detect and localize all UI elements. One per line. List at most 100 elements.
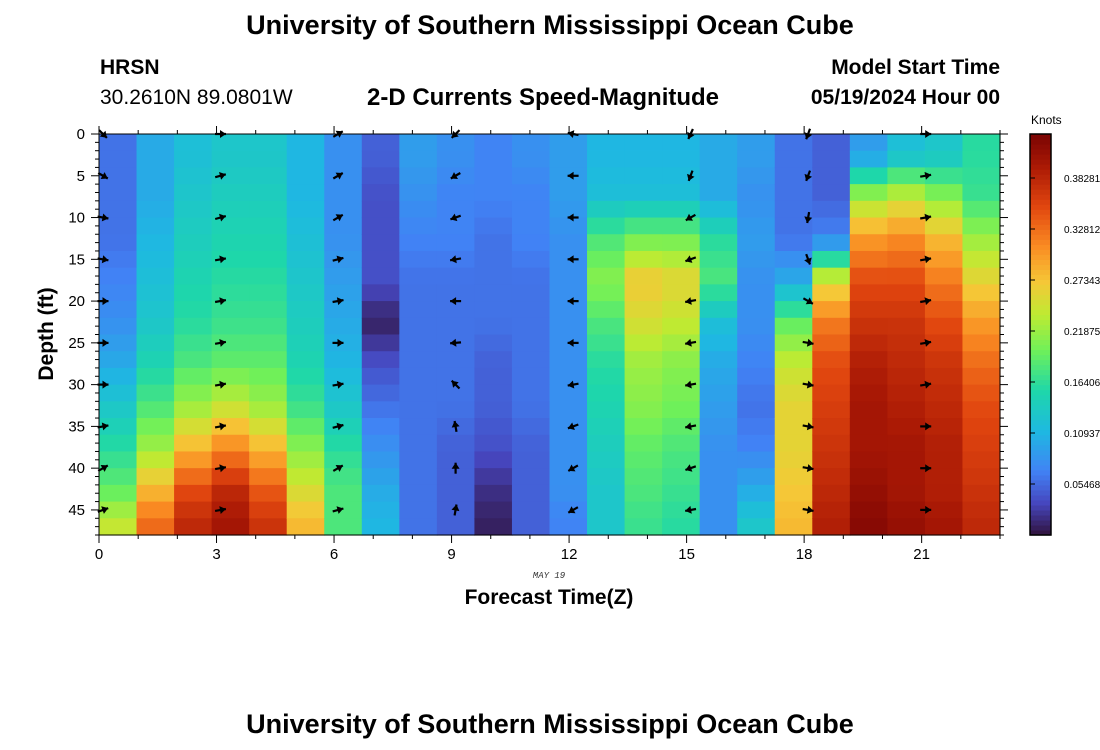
colorbar-segment — [1030, 189, 1051, 195]
current-arrow — [567, 506, 579, 514]
heatmap-cell — [324, 351, 363, 369]
current-arrow — [214, 422, 227, 431]
heatmap-cell — [587, 317, 626, 336]
heatmap-cell — [474, 351, 513, 369]
heatmap-cell — [849, 184, 888, 202]
heatmap-cell — [962, 317, 1001, 336]
heatmap-cell — [699, 451, 738, 469]
heatmap-cell — [549, 367, 588, 386]
heatmap-cell — [511, 451, 551, 469]
colorbar-segment — [1030, 464, 1051, 471]
x-tick-label: 6 — [330, 546, 338, 563]
heatmap-cell — [624, 150, 663, 169]
heatmap-cell — [99, 468, 138, 486]
heatmap-cell — [737, 367, 776, 386]
heatmap-cell — [324, 401, 363, 419]
heatmap-cell — [511, 384, 551, 402]
heatmap-cell — [924, 501, 964, 519]
heatmap-cell — [549, 418, 588, 436]
current-arrow — [802, 422, 814, 431]
heatmap-cell — [174, 250, 213, 269]
heatmap-cell — [587, 518, 626, 536]
heatmap-cell — [924, 184, 964, 202]
heatmap-cell — [662, 150, 701, 169]
heatmap-cell — [436, 150, 476, 169]
heatmap-cell — [436, 484, 476, 503]
heatmap-cell — [174, 501, 213, 519]
heatmap-cell — [924, 167, 964, 185]
heatmap-cell — [737, 434, 776, 453]
heatmap-cell — [99, 200, 138, 219]
heatmap-cell — [361, 518, 400, 536]
heatmap-cell — [624, 468, 663, 486]
current-arrow — [802, 505, 814, 514]
heatmap-cell — [624, 451, 663, 469]
heatmap-cell — [324, 418, 363, 436]
heatmap-cell — [99, 418, 138, 436]
heatmap-cell — [474, 468, 513, 486]
heatmap-cell — [587, 217, 626, 235]
heatmap-cell — [887, 434, 926, 453]
heatmap-cell — [662, 250, 701, 269]
current-arrow — [567, 464, 579, 472]
heatmap-cell — [962, 167, 1001, 185]
heatmap-cell — [324, 484, 363, 503]
heatmap-cell — [699, 267, 738, 285]
heatmap-cell — [286, 134, 325, 152]
heatmap-cell — [474, 134, 513, 152]
colorbar-segment — [1030, 229, 1051, 235]
x-tick-label: 12 — [561, 546, 578, 563]
heatmap-cell — [662, 501, 701, 519]
colorbar-segment — [1030, 434, 1051, 441]
heatmap-cell — [399, 217, 438, 235]
colorbar-segment — [1030, 164, 1051, 170]
heatmap-cell — [887, 501, 926, 519]
heatmap-cell — [849, 317, 888, 336]
heatmap-cell — [474, 484, 513, 503]
heatmap-cell — [662, 167, 701, 185]
heatmap-cell — [436, 267, 476, 285]
heatmap-cell — [99, 367, 138, 386]
current-arrow — [920, 380, 932, 389]
heatmap-cell — [361, 351, 400, 369]
colorbar-segment — [1030, 279, 1051, 285]
heatmap-cell — [587, 134, 626, 152]
y-tick-label: 40 — [68, 460, 85, 477]
heatmap-cell — [136, 484, 175, 503]
colorbar-segment — [1030, 419, 1051, 426]
current-arrow — [685, 338, 697, 347]
heatmap-cell — [136, 134, 175, 152]
colorbar-segment — [1030, 209, 1051, 215]
heatmap-cell — [286, 217, 325, 235]
colorbar-segment — [1030, 169, 1051, 175]
heatmap-cell — [361, 334, 400, 352]
heatmap-cell — [924, 434, 964, 453]
heatmap-cell — [211, 317, 250, 336]
heatmap-cell — [211, 184, 250, 202]
heatmap-cell — [511, 200, 551, 219]
y-tick-label: 25 — [68, 335, 85, 352]
heatmap-cell — [887, 468, 926, 486]
colorbar-segment — [1030, 509, 1051, 516]
heatmap-cell — [474, 284, 513, 302]
heatmap-cell — [662, 401, 701, 419]
heatmap-cell — [549, 501, 588, 519]
heatmap-cell — [812, 250, 851, 269]
heatmap-cell — [737, 384, 776, 402]
heatmap-cell — [774, 334, 813, 352]
colorbar-segment — [1030, 334, 1051, 341]
heatmap-cell — [549, 384, 588, 402]
current-arrow — [684, 422, 697, 431]
heatmap-cell — [962, 334, 1001, 352]
heatmap-cell — [587, 501, 626, 519]
heatmap-cell — [511, 367, 551, 386]
heatmap-cell — [549, 401, 588, 419]
heatmap-cell — [436, 468, 476, 486]
heatmap-cell — [924, 284, 964, 302]
heatmap-cell — [887, 367, 926, 386]
current-arrow — [920, 464, 932, 473]
colorbar-tick-label: 0.32812 — [1064, 225, 1100, 236]
heatmap-cell — [511, 484, 551, 503]
heatmap-cell — [924, 451, 964, 469]
heatmap-cell — [361, 501, 400, 519]
